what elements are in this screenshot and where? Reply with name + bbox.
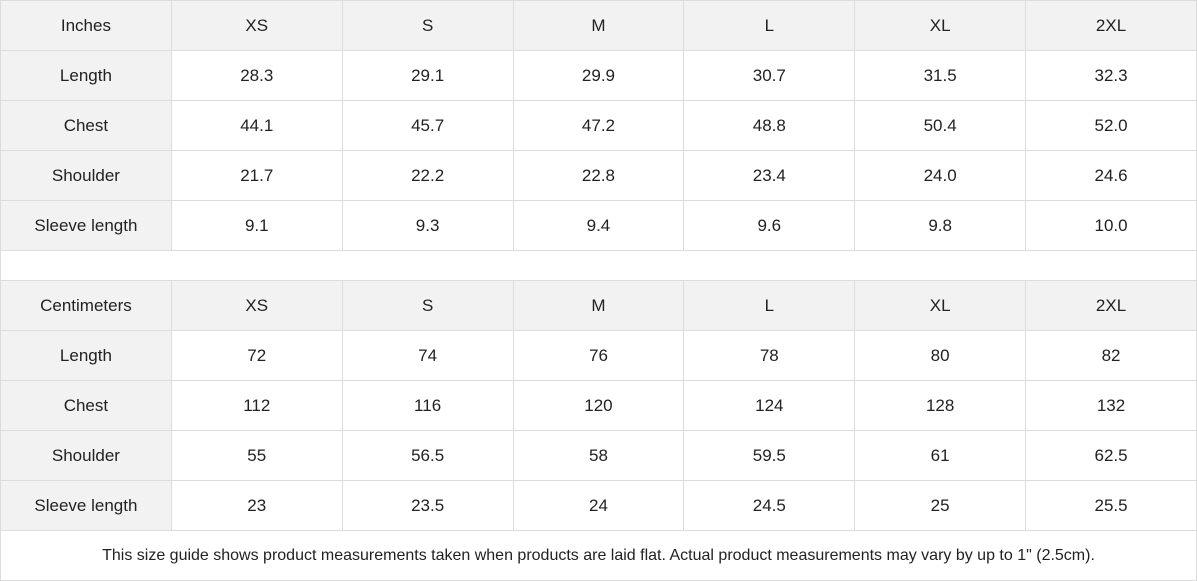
size-header: L [683,0,856,51]
measurement-cell: 72 [170,330,343,381]
table-row: Chest 112 116 120 124 128 132 [0,380,1197,431]
note-row: This size guide shows product measuremen… [0,530,1197,581]
table-row: Sleeve length 23 23.5 24 24.5 25 25.5 [0,480,1197,531]
measurement-cell: 25 [854,480,1027,531]
spacer-row [0,250,1197,281]
row-label: Shoulder [0,430,172,481]
measurement-cell: 62.5 [1025,430,1197,481]
measurement-cell: 50.4 [854,100,1027,151]
row-label: Length [0,330,172,381]
unit-header: Centimeters [0,280,172,331]
measurement-cell: 48.8 [683,100,856,151]
row-label: Sleeve length [0,200,172,251]
measurement-cell: 82 [1025,330,1197,381]
measurement-cell: 24 [512,480,685,531]
measurement-cell: 120 [512,380,685,431]
measurement-cell: 124 [683,380,856,431]
header-row: Inches XS S M L XL 2XL [0,0,1197,51]
measurement-cell: 24.6 [1025,150,1197,201]
measurement-cell: 29.9 [512,50,685,101]
measurement-cell: 22.8 [512,150,685,201]
measurement-cell: 31.5 [854,50,1027,101]
size-header: XL [854,280,1027,331]
row-label: Sleeve length [0,480,172,531]
measurement-cell: 23.4 [683,150,856,201]
table-row: Length 72 74 76 78 80 82 [0,330,1197,381]
table-row: Shoulder 21.7 22.2 22.8 23.4 24.0 24.6 [0,150,1197,201]
measurement-cell: 9.4 [512,200,685,251]
measurement-cell: 76 [512,330,685,381]
measurement-cell: 9.6 [683,200,856,251]
measurement-cell: 112 [170,380,343,431]
measurement-cell: 47.2 [512,100,685,151]
row-label: Chest [0,100,172,151]
measurement-cell: 23 [170,480,343,531]
row-label: Chest [0,380,172,431]
size-header: XL [854,0,1027,51]
measurement-cell: 78 [683,330,856,381]
measurement-cell: 10.0 [1025,200,1197,251]
measurement-cell: 59.5 [683,430,856,481]
row-label: Length [0,50,172,101]
measurement-cell: 32.3 [1025,50,1197,101]
size-header: M [512,280,685,331]
measurement-cell: 58 [512,430,685,481]
measurement-cell: 44.1 [170,100,343,151]
table-row: Sleeve length 9.1 9.3 9.4 9.6 9.8 10.0 [0,200,1197,251]
measurement-cell: 52.0 [1025,100,1197,151]
table-row: Length 28.3 29.1 29.9 30.7 31.5 32.3 [0,50,1197,101]
measurement-cell: 80 [854,330,1027,381]
measurement-cell: 24.0 [854,150,1027,201]
size-header: L [683,280,856,331]
table-row: Shoulder 55 56.5 58 59.5 61 62.5 [0,430,1197,481]
measurement-cell: 22.2 [341,150,514,201]
measurement-cell: 25.5 [1025,480,1197,531]
measurement-cell: 132 [1025,380,1197,431]
measurement-cell: 56.5 [341,430,514,481]
size-header: XS [170,0,343,51]
spacer-cell [0,250,1197,281]
unit-header: Inches [0,0,172,51]
measurement-cell: 24.5 [683,480,856,531]
measurement-cell: 55 [170,430,343,481]
size-header: M [512,0,685,51]
measurement-cell: 9.1 [170,200,343,251]
measurement-cell: 9.3 [341,200,514,251]
measurement-cell: 45.7 [341,100,514,151]
measurement-cell: 74 [341,330,514,381]
row-label: Shoulder [0,150,172,201]
measurement-cell: 28.3 [170,50,343,101]
size-header: 2XL [1025,0,1197,51]
measurement-cell: 23.5 [341,480,514,531]
size-header: S [341,280,514,331]
size-guide-note: This size guide shows product measuremen… [0,530,1197,581]
size-header: 2XL [1025,280,1197,331]
size-header: XS [170,280,343,331]
measurement-cell: 116 [341,380,514,431]
header-row: Centimeters XS S M L XL 2XL [0,280,1197,331]
measurement-cell: 29.1 [341,50,514,101]
measurement-cell: 9.8 [854,200,1027,251]
size-header: S [341,0,514,51]
measurement-cell: 128 [854,380,1027,431]
measurement-cell: 21.7 [170,150,343,201]
table-row: Chest 44.1 45.7 47.2 48.8 50.4 52.0 [0,100,1197,151]
measurement-cell: 61 [854,430,1027,481]
measurement-cell: 30.7 [683,50,856,101]
